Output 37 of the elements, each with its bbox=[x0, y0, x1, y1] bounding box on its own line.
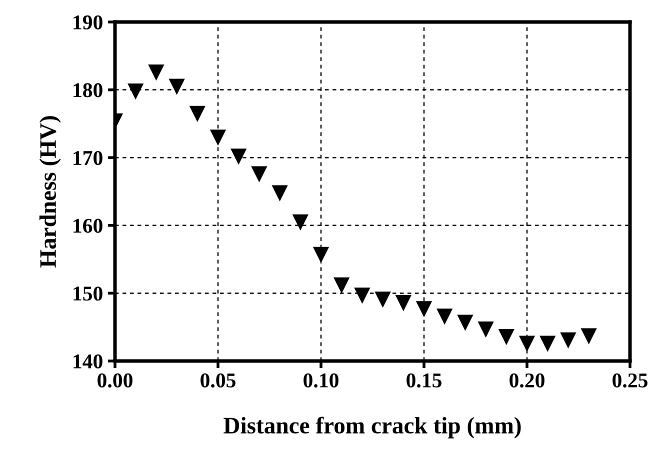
point bbox=[272, 185, 288, 200]
x-tick-label: 0.10 bbox=[304, 373, 338, 388]
y-tick-label: 170 bbox=[74, 150, 102, 166]
y-tick-label: 180 bbox=[74, 83, 102, 98]
x-tick-label: 0.05 bbox=[200, 373, 236, 388]
y-tick-label: 190 bbox=[74, 15, 102, 30]
y-tick-label: 160 bbox=[74, 218, 102, 233]
point bbox=[334, 277, 350, 293]
point bbox=[169, 78, 184, 94]
x-tick-label: 0.00 bbox=[98, 373, 132, 388]
point bbox=[560, 332, 576, 348]
x-tick-label: 0.20 bbox=[510, 373, 544, 388]
point bbox=[128, 84, 144, 99]
point bbox=[252, 166, 267, 182]
point bbox=[354, 288, 370, 303]
y-tick-label: 150 bbox=[74, 286, 102, 301]
point bbox=[436, 308, 452, 324]
point bbox=[230, 148, 246, 164]
y-tick-label: 140 bbox=[74, 354, 102, 368]
point bbox=[210, 130, 226, 145]
point bbox=[313, 246, 329, 262]
x-axis-title: Distance from crack tip (mm) bbox=[224, 416, 521, 438]
y-axis-title: Hardness (HV) bbox=[39, 116, 61, 268]
point bbox=[519, 336, 535, 352]
point bbox=[375, 292, 390, 307]
point bbox=[292, 214, 308, 230]
x-tick-label: 0.25 bbox=[612, 373, 648, 388]
point bbox=[581, 328, 596, 344]
x-tick-label: 0.15 bbox=[406, 373, 442, 388]
point bbox=[478, 321, 494, 337]
point bbox=[498, 328, 514, 344]
point bbox=[458, 314, 473, 330]
point bbox=[416, 301, 432, 316]
point bbox=[190, 106, 206, 122]
point bbox=[396, 295, 412, 310]
point bbox=[540, 336, 556, 352]
point bbox=[148, 64, 164, 80]
